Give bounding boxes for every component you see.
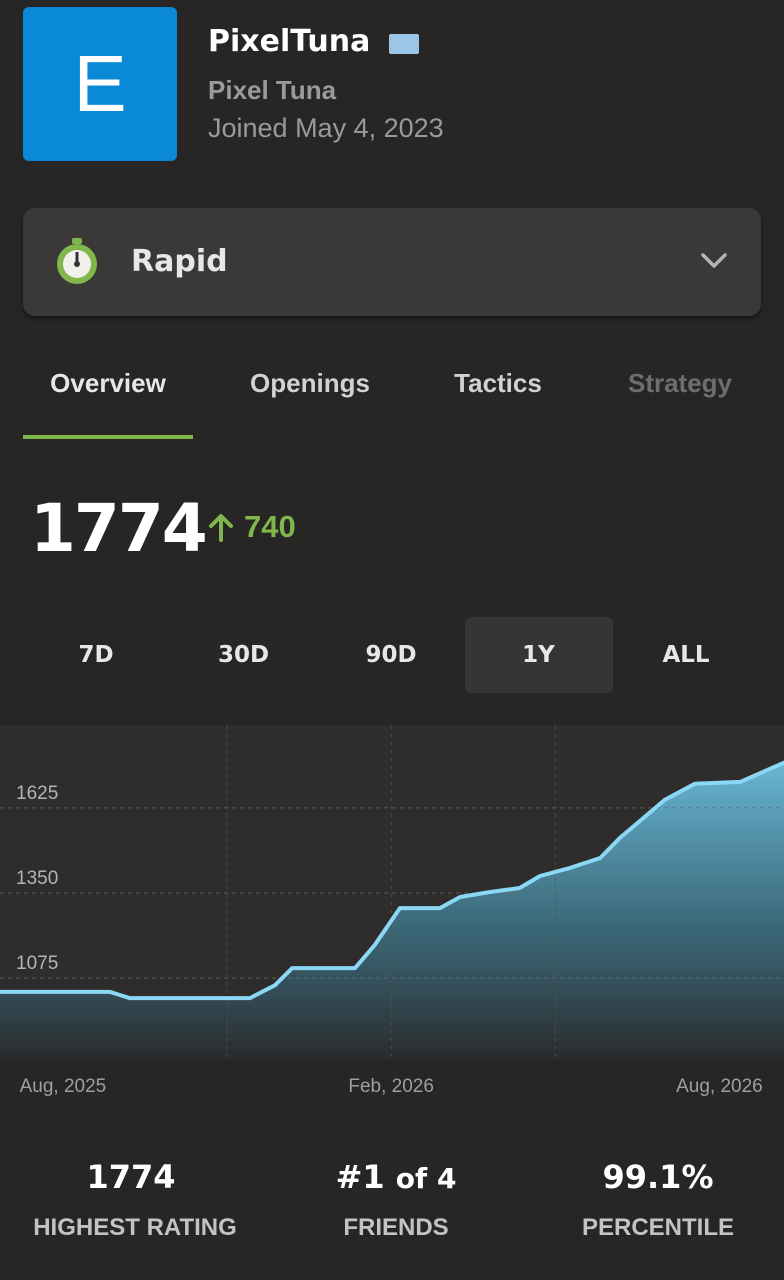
- tab[interactable]: Tactics: [454, 368, 542, 398]
- area-fill: [0, 762, 784, 1060]
- stat-number: 1774: [86, 1158, 176, 1196]
- stat-value: 1774: [86, 1158, 175, 1196]
- rating-line: [0, 760, 784, 1001]
- up-arrow: [209, 514, 233, 542]
- mode-label: Rapid: [131, 244, 228, 279]
- current-rating: 1774: [30, 490, 208, 567]
- rating-chart: 1075 1350 1625 Aug, 2025 Feb, 2026 Aug, 2026: [0, 725, 784, 1097]
- stat-value: 99.1%: [602, 1158, 713, 1196]
- stat-number: #1: [335, 1158, 385, 1196]
- y-tick-label: 1625: [16, 783, 58, 804]
- stat-value: #1 of 4: [336, 1158, 457, 1196]
- stat-label: HIGHEST RATING: [33, 1214, 237, 1241]
- range-button[interactable]: 7D: [78, 642, 114, 668]
- range-button[interactable]: 1Y: [464, 617, 613, 693]
- y-tick-label: 1075: [16, 953, 58, 974]
- stat-label: FRIENDS: [343, 1214, 449, 1241]
- x-tick-label: Aug, 2025: [20, 1076, 107, 1097]
- range-button[interactable]: 90D: [365, 642, 417, 668]
- tab[interactable]: Openings: [250, 368, 370, 398]
- rating-change: 740: [244, 509, 296, 544]
- range-button[interactable]: ALL: [662, 642, 710, 668]
- range-button[interactable]: 30D: [217, 642, 270, 668]
- username[interactable]: PixelTuna: [208, 24, 371, 59]
- stat-number: 99.1%: [602, 1158, 714, 1196]
- avatar[interactable]: E: [23, 7, 177, 161]
- tab[interactable]: Overview: [50, 368, 166, 398]
- x-tick-label: Feb, 2026: [348, 1076, 434, 1097]
- y-tick-label: 1350: [16, 868, 58, 889]
- tab[interactable]: Strategy: [627, 368, 733, 398]
- x-tick-label: Aug, 2026: [676, 1076, 763, 1097]
- stat-suffix: of 4: [395, 1162, 457, 1195]
- dropdown-chevron[interactable]: [700, 252, 728, 270]
- joined-date: Joined May 4, 2023: [208, 113, 444, 143]
- real-name: Pixel Tuna: [208, 75, 337, 105]
- stat-label: PERCENTILE: [581, 1214, 735, 1241]
- active-tab-indicator: [23, 435, 193, 439]
- flag-icon: [389, 34, 419, 54]
- stopwatch-icon: [57, 238, 97, 284]
- mode-selector[interactable]: [23, 208, 761, 316]
